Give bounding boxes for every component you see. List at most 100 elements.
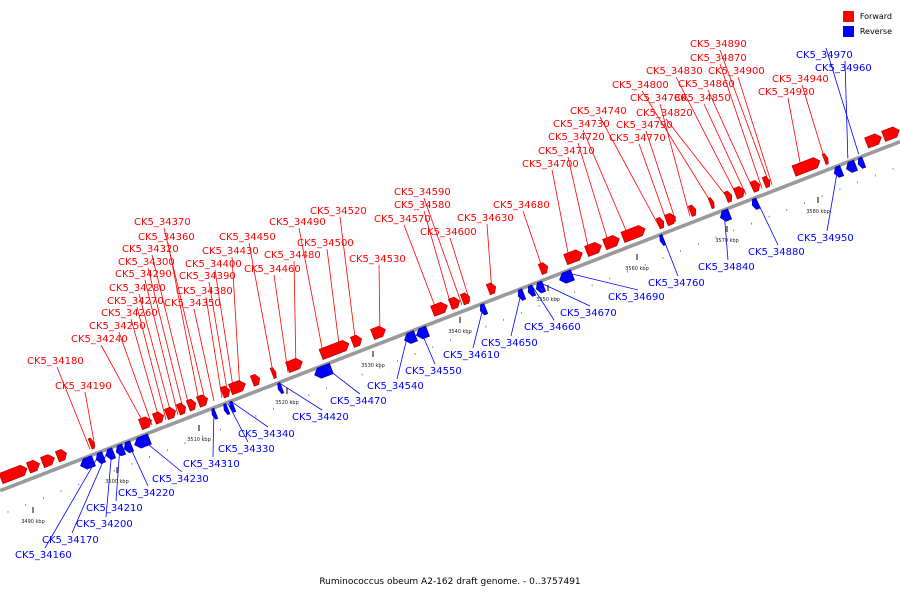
gene-arrow-shape [881, 126, 900, 142]
forward-gene-label-18: CK5_34460 [244, 264, 301, 275]
reverse-gene-label-16: CK5_34670 [560, 308, 617, 319]
gene-arrow-shape [285, 358, 303, 374]
leader-line [138, 293, 173, 418]
forward-swatch [842, 11, 854, 22]
forward-gene-24 [563, 249, 583, 266]
forward-gene-label-28: CK5_34630 [457, 213, 514, 224]
reverse-gene-label-15: CK5_34660 [524, 322, 581, 333]
gene-arrow-shape [663, 212, 677, 227]
leader-line [167, 242, 201, 407]
axis-tick-label: 3560 kbp [625, 266, 649, 272]
gene-arrow-shape [87, 437, 95, 450]
gene-arrow-shape [26, 459, 40, 474]
backbone-line [0, 138, 900, 489]
forward-gene-label-4: CK5_34260 [101, 308, 158, 319]
forward-gene-27 [620, 225, 646, 243]
leader-line [130, 318, 161, 423]
leader-line [449, 237, 471, 302]
forward-gene-label-15: CK5_34400 [185, 259, 242, 270]
leader-line [719, 49, 771, 186]
gene-arrow-shape [163, 406, 177, 421]
reverse-gene-label-8: CK5_34340 [238, 429, 295, 440]
reverse-gene-label-9: CK5_34420 [292, 412, 349, 423]
forward-gene-label-5: CK5_34270 [107, 296, 164, 307]
reverse-gene-19 [719, 208, 733, 222]
reverse-gene-4 [123, 440, 135, 454]
forward-gene-21 [459, 292, 471, 306]
leader-line [105, 448, 113, 518]
leader-line [565, 272, 639, 291]
gene-arrow-shape [195, 394, 209, 408]
reverse-gene-12 [416, 325, 430, 340]
forward-gene-31 [707, 197, 715, 210]
reverse-gene-1 [95, 451, 107, 464]
forward-gene-label-24: CK5_34570 [374, 214, 431, 225]
gene-arrow-shape [95, 451, 107, 464]
forward-gene-label-32: CK5_34720 [548, 132, 605, 143]
leader-line [378, 264, 381, 337]
gene-arrow-shape [80, 455, 96, 470]
forward-gene-label-43: CK5_34870 [690, 53, 747, 64]
gene-arrow-shape [864, 133, 882, 149]
legend-forward: Forward [842, 9, 892, 24]
gene-arrow-shape [535, 280, 547, 294]
leader-line [825, 47, 861, 159]
leader-line [582, 129, 631, 240]
axis-tick-label: 3500 kbp [105, 479, 129, 485]
forward-gene-label-30: CK5_34700 [522, 159, 579, 170]
gene-arrow-shape [138, 416, 152, 431]
reverse-swatch [842, 26, 854, 37]
gene-arrow-shape [659, 234, 667, 246]
reverse-gene-label-4: CK5_34220 [118, 488, 175, 499]
forward-gene-label-40: CK5_34830 [646, 66, 703, 77]
axis-tick-label: 3530 kbp [361, 363, 385, 369]
forward-gene-37 [821, 153, 829, 165]
leader-line [522, 210, 545, 274]
forward-gene-33 [732, 186, 746, 200]
forward-gene-30 [687, 204, 697, 217]
forward-gene-23 [537, 262, 549, 275]
leader-line [787, 97, 803, 174]
forward-gene-label-6: CK5_34280 [109, 283, 166, 294]
reverse-gene-23 [857, 156, 867, 169]
forward-gene-label-31: CK5_34710 [538, 146, 595, 157]
leader-line [248, 242, 275, 378]
forward-gene-19 [430, 301, 448, 317]
axis-ticks: 3490 kbp 3500 kbp 3510 kbp 3520 kbp 3530 kbp… [7, 167, 894, 525]
forward-gene-18 [370, 325, 386, 341]
reverse-gene-13 [479, 303, 489, 316]
forward-gene-label-37: CK5_34780 [630, 93, 687, 104]
reverse-gene-15 [527, 284, 537, 297]
leader-line [231, 256, 241, 391]
forward-gene-7 [163, 406, 177, 421]
axis-tick-label: 3510 kbp [187, 437, 211, 443]
reverse-gene-label-14: CK5_34650 [481, 338, 538, 349]
leader-line [44, 453, 101, 549]
reverse-gene-20 [751, 197, 761, 210]
gene-arrow-shape [219, 385, 231, 399]
leader-lines [44, 47, 861, 549]
axis-tick-label: 3550 kbp [536, 297, 560, 303]
gene-arrow-shape [249, 373, 261, 387]
leader-line [326, 248, 341, 353]
forward-gene-20 [447, 296, 461, 310]
gene-arrow-shape [559, 269, 575, 284]
forward-gene-label-41: CK5_34850 [674, 93, 731, 104]
forward-gene-label-13: CK5_34380 [176, 286, 233, 297]
gene-arrow-shape [277, 382, 285, 395]
gene-arrow-shape [151, 411, 165, 425]
reverse-gene-label-21: CK5_34950 [797, 233, 854, 244]
genome-backbone [0, 138, 900, 493]
reverse-gene-label-18: CK5_34760 [648, 278, 705, 289]
gene-arrow-shape [749, 180, 761, 193]
leader-line [193, 308, 215, 402]
leader-line [577, 142, 611, 248]
reverse-gene-9 [277, 382, 285, 395]
reverse-gene-label-5: CK5_34230 [152, 474, 209, 485]
forward-gene-label-21: CK5_34500 [297, 238, 354, 249]
gene-arrow-shape [416, 325, 430, 340]
leader-line [84, 391, 96, 448]
reverse-gene-label-2: CK5_34200 [76, 519, 133, 530]
gene-arrow-shape [314, 362, 334, 379]
